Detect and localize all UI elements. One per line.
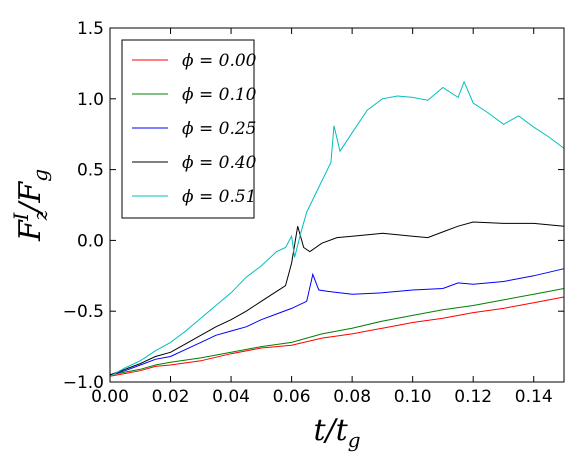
y-tick-label: 1.0 (77, 90, 104, 110)
x-tick-label: 0.06 (273, 387, 311, 407)
y-tick-label: −1.0 (63, 373, 104, 393)
x-tick-label: 0.00 (91, 387, 129, 407)
y-tick-label: 1.5 (77, 19, 104, 39)
legend-label-3: ϕ = 0.40 (182, 153, 257, 173)
x-tick-label: 0.10 (394, 387, 432, 407)
x-tick-label: 0.12 (454, 387, 492, 407)
y-axis-label: FzI/Fg (9, 169, 52, 242)
series-line-2 (109, 268, 565, 376)
series-line-1 (109, 288, 565, 376)
legend-label-2: ϕ = 0.25 (182, 119, 257, 139)
legend: ϕ = 0.00 ϕ = 0.10 ϕ = 0.25 ϕ = 0.40 ϕ = 0.51 (121, 39, 257, 219)
legend-label-0: ϕ = 0.00 (182, 51, 257, 71)
legend-label-1: ϕ = 0.10 (182, 85, 257, 105)
series-line-3 (109, 221, 565, 376)
axis-ticks: 0.00 0.02 0.04 0.06 0.08 0.10 0.12 0.14 −1.0 −0.5… (63, 19, 564, 407)
y-tick-label: −0.5 (63, 302, 104, 322)
y-tick-label: 0.0 (77, 231, 104, 251)
plot-area-frame (109, 27, 565, 383)
x-axis-label: t/tg (313, 413, 360, 452)
legend-label-4: ϕ = 0.51 (182, 187, 257, 207)
series-line-4 (109, 80, 565, 377)
x-tick-label: 0.02 (152, 387, 190, 407)
x-tick-label: 0.08 (333, 387, 371, 407)
series-lines (109, 80, 565, 377)
x-tick-label: 0.14 (515, 387, 553, 407)
x-tick-label: 0.04 (212, 387, 250, 407)
legend-box (121, 39, 255, 219)
y-tick-label: 0.5 (77, 161, 104, 181)
series-line-0 (109, 296, 565, 377)
